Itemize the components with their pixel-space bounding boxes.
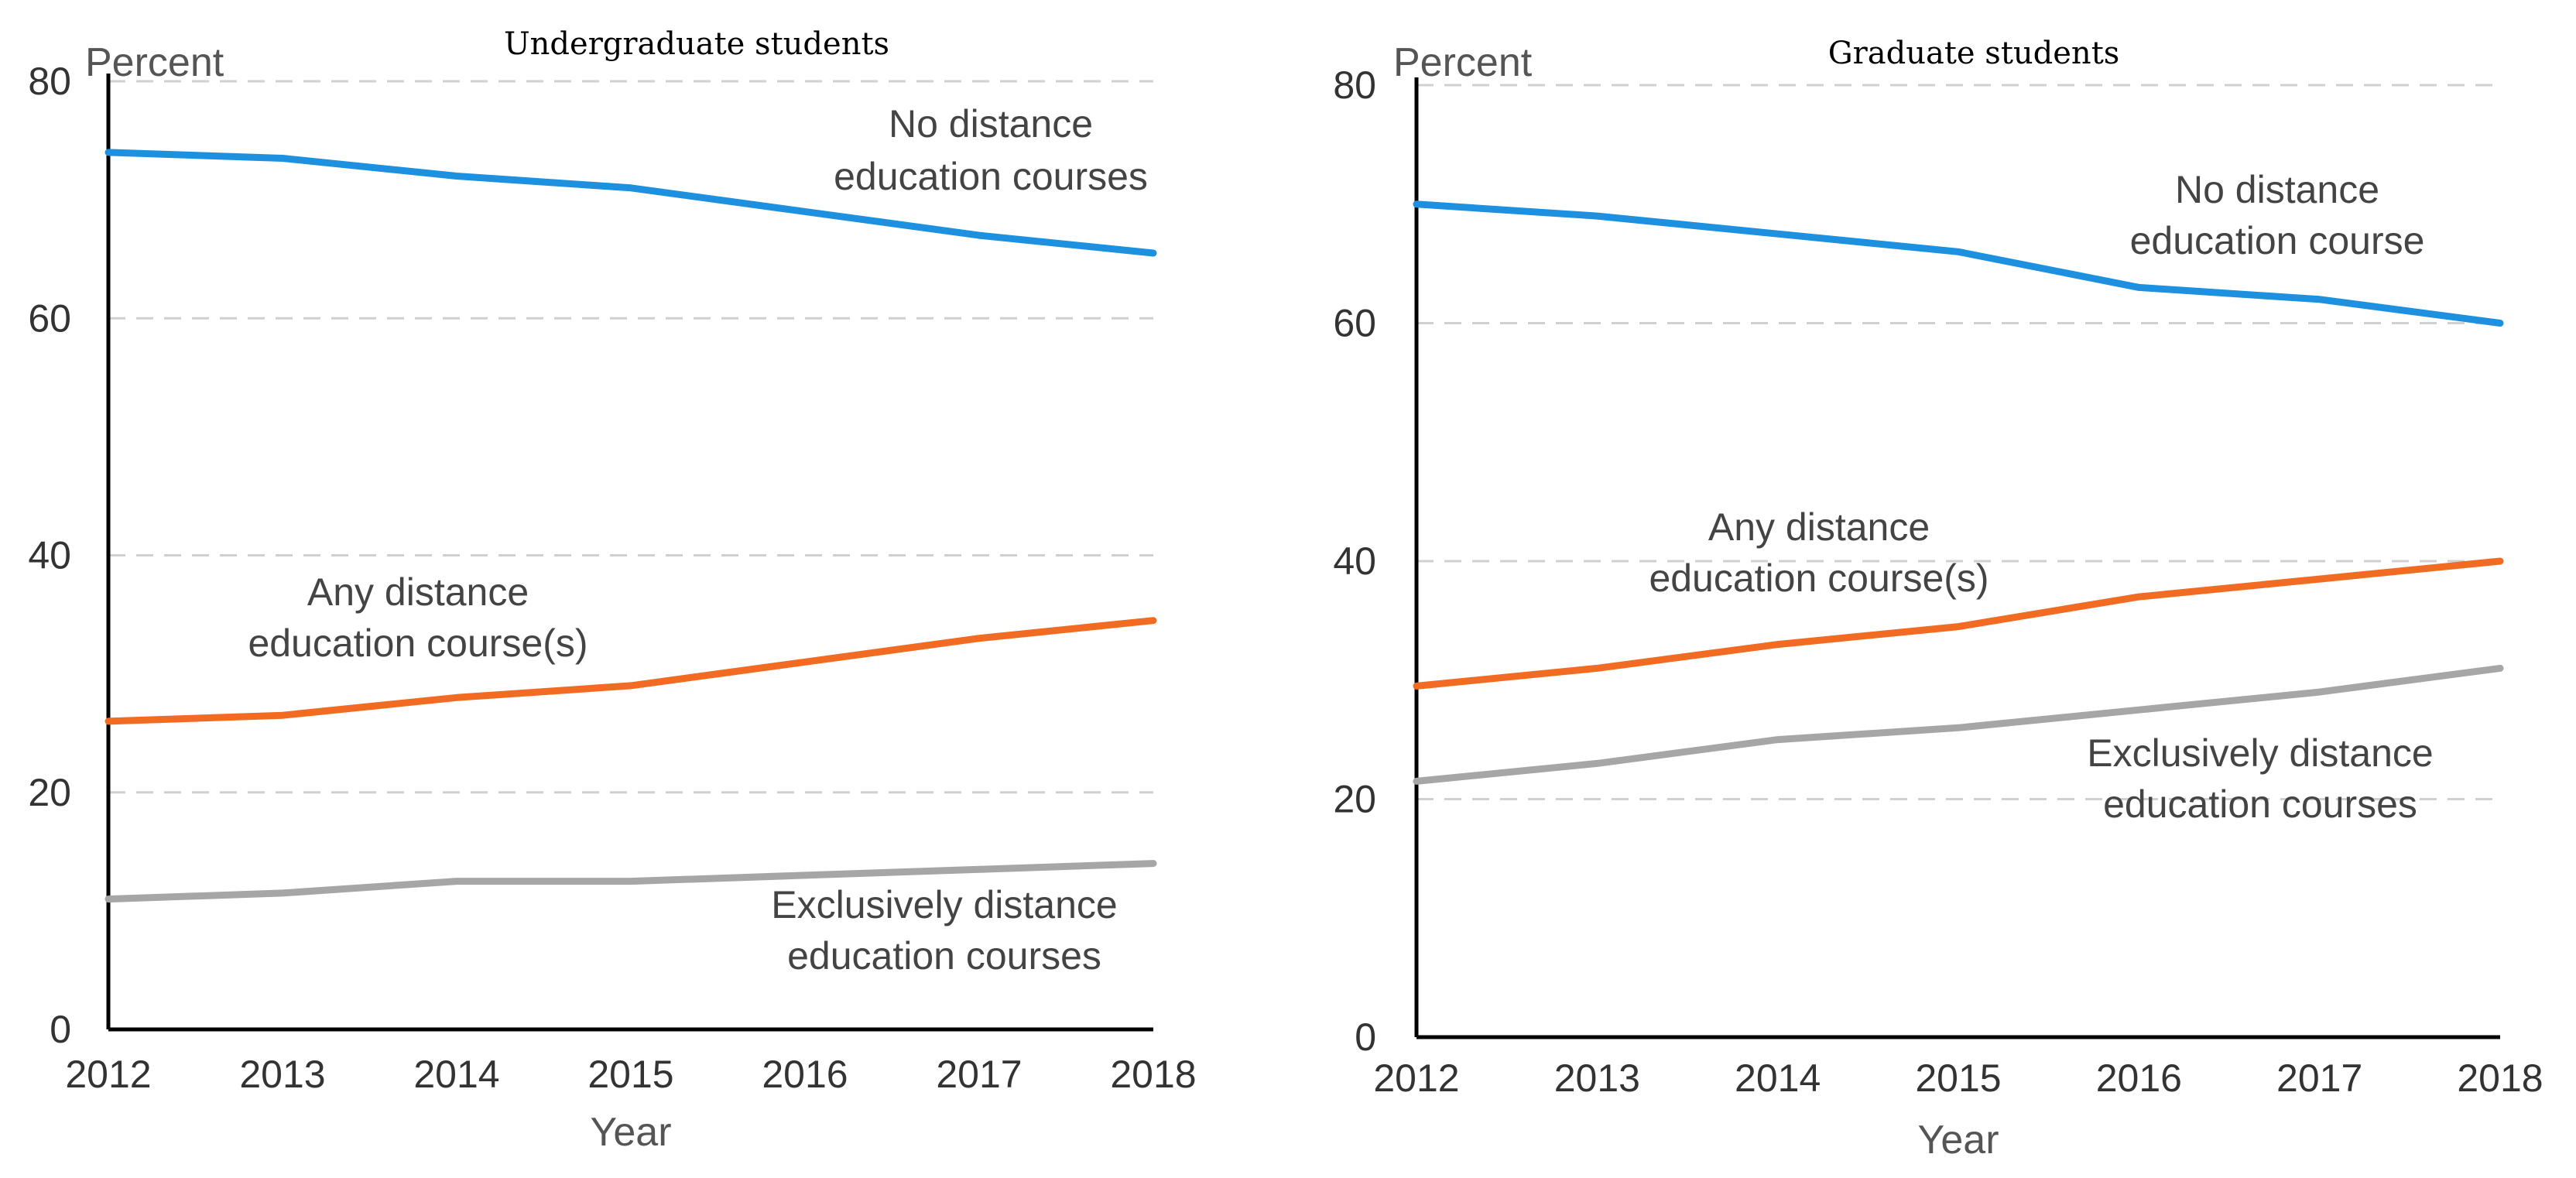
undergraduate-series-exclusively-distance-label: education courses: [787, 934, 1101, 978]
undergraduate-series-any-distance-label: Any distance: [307, 570, 529, 614]
graduate-series-exclusively-distance-label: Exclusively distance: [2087, 731, 2433, 775]
graduate-x-tick-label: 2017: [2276, 1056, 2362, 1100]
graduate-series-no-distance-label: education course: [2130, 219, 2425, 262]
graduate-series-no-distance-label: No distance: [2175, 168, 2379, 211]
undergraduate-y-tick-label: 0: [50, 1008, 71, 1051]
graduate-x-tick-label: 2018: [2457, 1056, 2543, 1100]
undergraduate-series-no-distance-label: education courses: [834, 155, 1148, 198]
undergraduate-series-exclusively-distance-line: [104, 860, 1157, 903]
graduate-series-any-distance-label: education course(s): [1649, 556, 1989, 600]
graduate-series-any-distance-line: [1413, 557, 2504, 690]
undergraduate-y-tick-label: 20: [28, 771, 71, 814]
undergraduate-series-any-distance-label: education course(s): [248, 622, 587, 665]
graduate-chart-title: Graduate students: [1828, 36, 2120, 71]
graduate-y-tick-label: 40: [1333, 539, 1376, 583]
undergraduate-x-tick-label: 2018: [1110, 1053, 1196, 1096]
graduate-series-no-distance-line: [1413, 200, 2504, 327]
undergraduate-y-axis-label: Percent: [85, 40, 224, 85]
undergraduate-series-exclusively-distance-label: Exclusively distance: [771, 883, 1117, 926]
undergraduate-x-tick-label: 2017: [936, 1053, 1022, 1096]
undergraduate-series-no-distance-label: No distance: [889, 102, 1093, 146]
undergraduate-y-tick-label: 60: [28, 296, 71, 340]
undergraduate-y-tick-label: 80: [28, 60, 71, 103]
graduate-series-exclusively-distance-label: education courses: [2103, 782, 2417, 826]
graduate-y-axis-label: Percent: [1393, 40, 1533, 85]
undergraduate-series-no-distance-line: [104, 149, 1157, 257]
graduate-y-tick-label: 20: [1333, 778, 1376, 821]
graduate-x-axis-label: Year: [1917, 1118, 1999, 1163]
undergraduate-chart-title: Undergraduate students: [504, 26, 889, 62]
graduate-series-any-distance-label: Any distance: [1708, 505, 1930, 549]
undergraduate-x-tick-label: 2015: [587, 1053, 673, 1096]
undergraduate-x-tick-label: 2016: [762, 1053, 848, 1096]
graduate-x-tick-label: 2014: [1735, 1056, 1821, 1100]
undergraduate-x-tick-label: 2013: [239, 1053, 325, 1096]
graduate-y-tick-label: 0: [1355, 1015, 1376, 1059]
graduate-x-tick-label: 2016: [2096, 1056, 2182, 1100]
undergraduate-x-tick-label: 2012: [65, 1053, 151, 1096]
graduate-x-tick-label: 2013: [1554, 1056, 1640, 1100]
graduate-y-tick-label: 80: [1333, 63, 1376, 107]
undergraduate-x-axis-label: Year: [590, 1110, 671, 1155]
undergraduate-y-tick-label: 40: [28, 534, 71, 577]
graduate-x-tick-label: 2012: [1373, 1056, 1459, 1100]
graduate-x-tick-label: 2015: [1915, 1056, 2001, 1100]
graduate-series-exclusively-distance-line: [1413, 664, 2504, 785]
graduate-y-tick-label: 60: [1333, 302, 1376, 345]
undergraduate-x-tick-label: 2014: [413, 1053, 499, 1096]
undergraduate-series-any-distance-line: [104, 617, 1157, 725]
